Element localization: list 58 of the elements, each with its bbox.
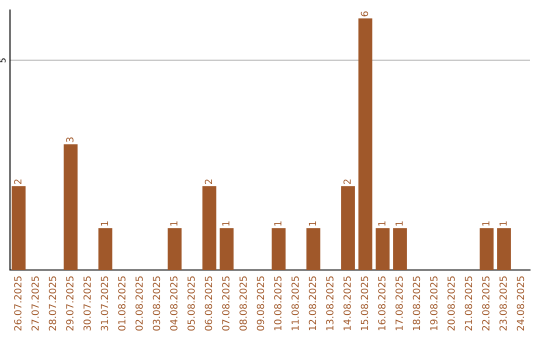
x-tick-label: 06.08.2025 <box>204 276 212 331</box>
x-tick-label: 19.08.2025 <box>430 276 438 330</box>
x-tick-label: 28.07.2025 <box>48 276 56 331</box>
x-tick-label: 07.08.2025 <box>222 276 230 331</box>
x-tick-label: 20.08.2025 <box>447 276 455 331</box>
x-tick-label: 08.08.2025 <box>239 276 247 331</box>
x-tick-label: 15.08.2025 <box>360 276 368 330</box>
bar <box>64 144 78 270</box>
x-tick-label: 31.07.2025 <box>100 276 108 330</box>
x-tick-label: 01.08.2025 <box>118 276 126 331</box>
data-label: 6 <box>360 11 368 16</box>
data-label: 2 <box>343 180 351 184</box>
x-tick-label: 17.08.2025 <box>395 276 403 330</box>
data-label: 1 <box>378 221 386 226</box>
bar <box>306 228 320 270</box>
x-tick-label: 02.08.2025 <box>135 276 143 331</box>
data-label: 1 <box>222 221 230 226</box>
x-tick-label: 10.08.2025 <box>274 276 282 330</box>
x-tick-label: 13.08.2025 <box>326 276 334 330</box>
x-tick-label: 16.08.2025 <box>378 276 386 330</box>
data-label: 1 <box>274 221 282 226</box>
data-label: 3 <box>66 137 74 142</box>
data-label: 1 <box>100 221 108 226</box>
bar <box>341 186 355 270</box>
x-tick-label: 05.08.2025 <box>187 276 195 331</box>
bar <box>497 228 511 270</box>
data-label: 2 <box>14 180 22 184</box>
x-tick-label: 29.07.2025 <box>66 276 74 331</box>
bar <box>98 228 112 270</box>
x-tick-label: 21.08.2025 <box>464 276 472 331</box>
bar <box>202 186 216 270</box>
x-tick-label: 23.08.2025 <box>499 276 507 331</box>
bar <box>376 228 390 270</box>
x-tick-label: 03.08.2025 <box>152 276 160 331</box>
x-tick-label: 27.07.2025 <box>31 276 39 331</box>
bar <box>358 18 372 270</box>
bar <box>480 228 494 270</box>
x-tick-label: 22.08.2025 <box>482 276 490 331</box>
x-tick-label: 30.07.2025 <box>83 276 91 330</box>
data-label: 1 <box>482 221 490 226</box>
data-label: 1 <box>170 221 178 226</box>
x-tick-label: 04.08.2025 <box>170 276 178 331</box>
bar <box>393 228 407 270</box>
bar <box>168 228 182 270</box>
data-label: 1 <box>308 221 316 226</box>
bar <box>272 228 286 270</box>
x-tick-label: 18.08.2025 <box>412 276 420 330</box>
x-tick-label: 12.08.2025 <box>308 276 316 330</box>
x-tick-label: 09.08.2025 <box>256 276 264 331</box>
x-tick-label: 26.07.2025 <box>14 276 22 331</box>
data-label: 1 <box>396 221 403 226</box>
x-tick-label: 11.08.2025 <box>291 276 299 330</box>
x-tick-label: 14.08.2025 <box>343 276 351 330</box>
bar <box>12 186 26 270</box>
bar <box>220 228 234 270</box>
data-label: 2 <box>204 180 212 184</box>
x-tick-label: 24.08.2025 <box>516 276 524 331</box>
data-label: 1 <box>500 221 507 226</box>
